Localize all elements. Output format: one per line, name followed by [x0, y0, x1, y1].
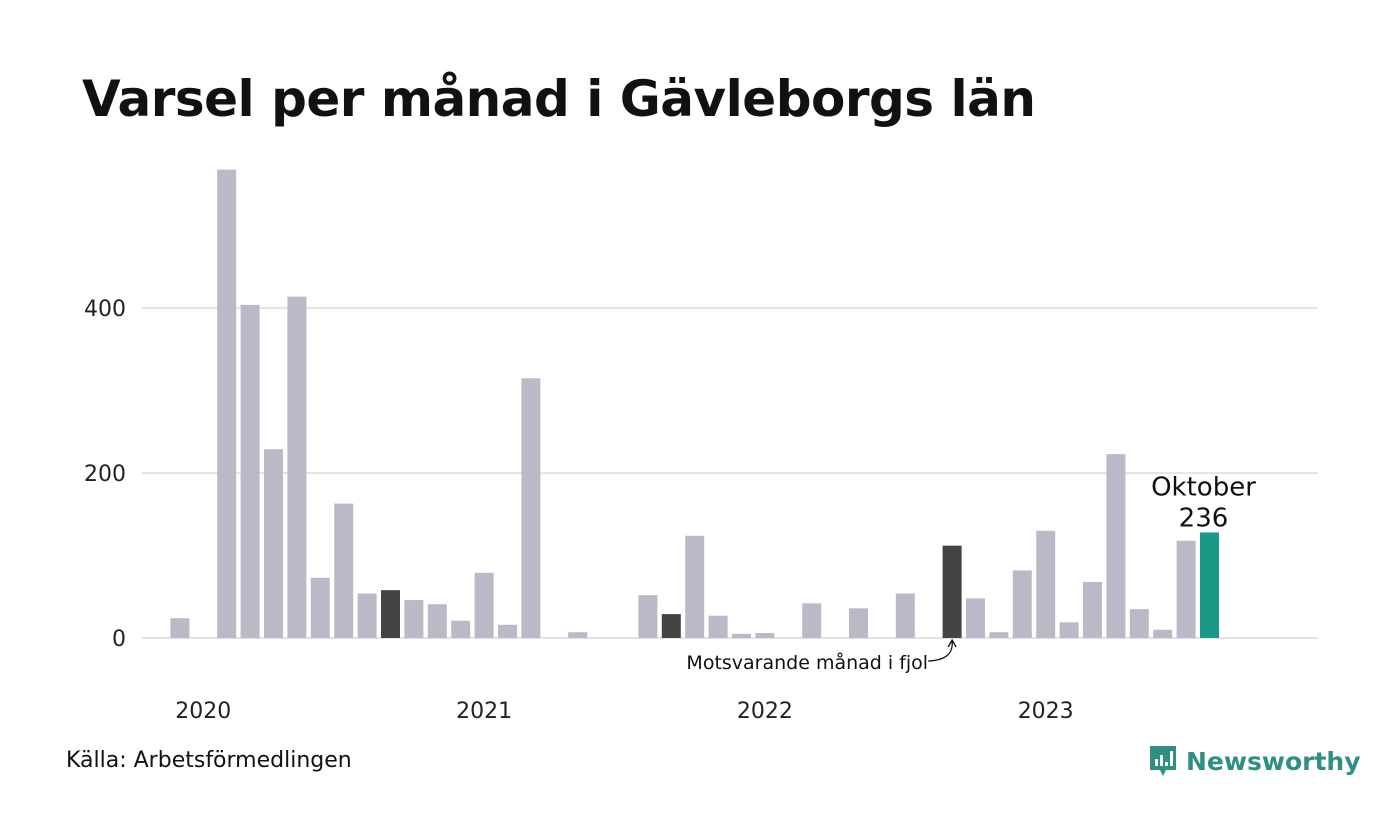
bar: [264, 449, 283, 638]
annotation-arrow: [928, 640, 953, 662]
x-tick-label: 2022: [737, 699, 793, 720]
bar: [1129, 609, 1149, 638]
bar: [1012, 570, 1032, 638]
x-tick-label: 2021: [456, 699, 512, 720]
brand[interactable]: Newsworthy: [1148, 744, 1361, 778]
bar-previous-year-month: [381, 590, 400, 638]
bar: [1106, 454, 1126, 638]
y-tick-label: 0: [112, 627, 126, 652]
bars: [170, 169, 1219, 639]
y-tick-label: 200: [84, 462, 126, 487]
bar-current-month: [1200, 532, 1219, 638]
bar-previous-year-month: [661, 614, 681, 638]
bar: [498, 624, 517, 638]
bar: [1153, 629, 1173, 638]
bar: [849, 608, 868, 638]
bar: [310, 577, 330, 638]
brand-name: Newsworthy: [1186, 746, 1361, 776]
current-month-value: 236: [1179, 503, 1229, 533]
bar: [685, 535, 705, 638]
newsworthy-logo-icon: [1150, 746, 1176, 776]
current-month-label: Oktober: [1151, 472, 1256, 502]
bar: [708, 615, 728, 638]
bar: [755, 633, 775, 638]
y-tick-label: 400: [84, 297, 126, 322]
bar: [1059, 622, 1079, 638]
bar: [966, 598, 985, 638]
bar: [451, 620, 471, 638]
bar: [521, 378, 541, 638]
bar: [217, 169, 237, 639]
bar: [732, 633, 751, 638]
bar: [334, 503, 354, 638]
annotation-arrowhead: [947, 638, 957, 648]
bar: [802, 603, 822, 638]
bar: [474, 572, 494, 638]
bar: [989, 632, 1009, 638]
previous-year-annotation: Motsvarande månad i fjol: [686, 651, 928, 674]
bar: [357, 593, 377, 638]
bar: [170, 618, 190, 638]
bar: [287, 296, 307, 638]
bar: [427, 604, 447, 638]
chart-title: Varsel per månad i Gävleborgs län: [82, 70, 1036, 128]
bar: [1176, 540, 1196, 638]
bar-previous-year-month: [942, 545, 962, 638]
x-tick-label: 2023: [1018, 699, 1074, 720]
source-label: Källa: Arbetsförmedlingen: [66, 748, 352, 773]
bar: [895, 593, 915, 638]
bar: [1036, 530, 1056, 638]
x-axis-tick-labels: 2020 2021 2022 2023: [175, 699, 1073, 720]
bar: [1083, 581, 1102, 638]
x-tick-label: 2020: [175, 699, 231, 720]
bar: [240, 304, 260, 638]
bar: [568, 632, 588, 638]
y-axis-tick-labels: 0 200 400: [84, 297, 126, 652]
bar: [638, 595, 658, 638]
bar: [404, 600, 424, 638]
